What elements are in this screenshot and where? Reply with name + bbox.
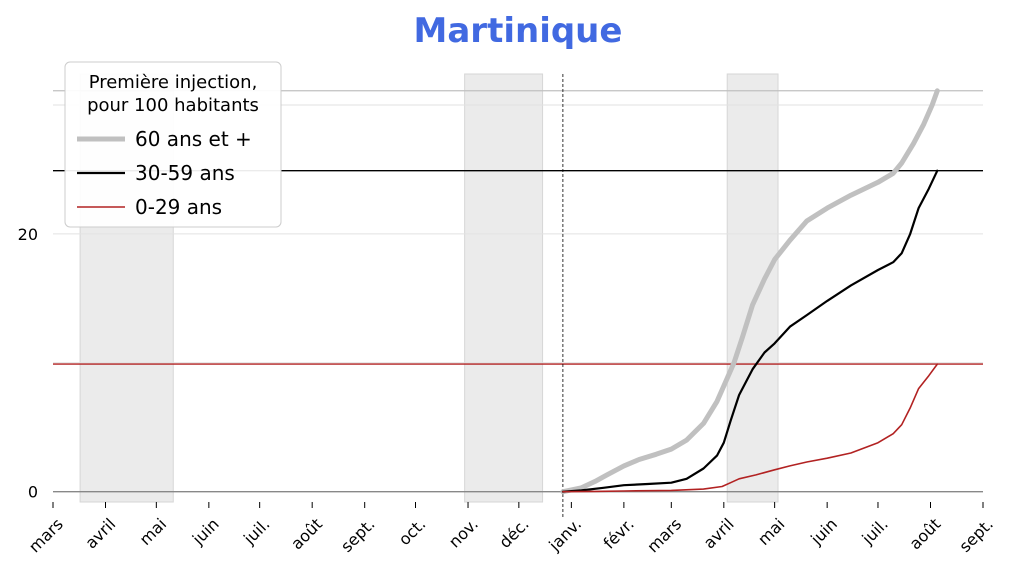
x-tick-label-13: avril — [700, 514, 738, 552]
series-line-1 — [561, 169, 939, 493]
x-tick-label-12: mars — [643, 514, 685, 556]
series-lines — [560, 88, 940, 495]
legend-title-line-1: pour 100 habitants — [87, 95, 259, 116]
legend-title-line-0: Première injection, — [89, 72, 258, 93]
x-tick-label-3: juin — [188, 514, 223, 549]
lockdown-shade-1 — [464, 73, 544, 503]
x-tick-label-14: mai — [754, 514, 789, 549]
x-tick-label-1: avril — [81, 514, 119, 552]
x-tick-label-6: sept. — [337, 514, 379, 556]
legend-box — [64, 61, 282, 228]
x-tick-label-9: déc. — [495, 514, 532, 551]
chart-title: Martinique — [414, 11, 623, 51]
x-tick-label-7: oct. — [395, 514, 430, 549]
x-tick-label-16: juil. — [858, 514, 892, 548]
x-tick-label-5: août — [287, 514, 326, 553]
x-tick-label-2: mai — [136, 514, 171, 549]
x-tick-label-8: nov. — [445, 514, 482, 551]
x-tick-label-15: juin — [806, 514, 841, 549]
x-tick-label-17: août — [905, 514, 944, 553]
x-tick-label-11: févr. — [599, 514, 637, 552]
legend-label-2: 0-29 ans — [135, 195, 222, 219]
x-tick-label-10: janv. — [544, 514, 585, 555]
y-tick-label-1: 20 — [18, 225, 38, 244]
x-tick-label-18: sept. — [955, 514, 997, 556]
y-tick-label-0: 0 — [28, 483, 38, 502]
legend-label-1: 30-59 ans — [135, 161, 235, 185]
lockdown-shade-2 — [726, 73, 779, 503]
series-line-0 — [560, 88, 940, 495]
legend-label-0: 60 ans et + — [135, 127, 252, 151]
x-tick-label-4: juil. — [239, 514, 273, 548]
x-tick-label-0: mars — [25, 514, 67, 556]
legend: Première injection,pour 100 habitants 60 … — [64, 61, 282, 228]
series-line-2 — [562, 363, 939, 493]
